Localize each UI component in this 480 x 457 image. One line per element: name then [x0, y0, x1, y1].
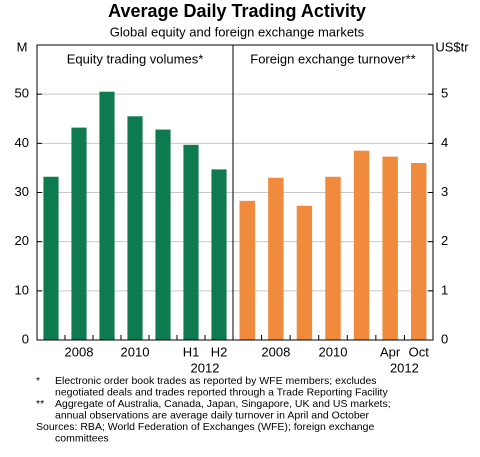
bar — [43, 176, 59, 340]
plot-frame — [36, 44, 434, 341]
y-tick-label: 20 — [15, 233, 29, 248]
chart-subtitle: Global equity and foreign exchange marke… — [110, 24, 365, 39]
bar — [325, 176, 341, 340]
bar — [268, 177, 284, 340]
x-tick-label: 2010 — [319, 344, 348, 359]
x-tick-label: Apr — [380, 344, 401, 359]
panel-title: Foreign exchange turnover** — [250, 51, 416, 66]
x-tick-label: H1 — [183, 344, 200, 359]
y-tick-label: 30 — [15, 184, 29, 199]
bar — [155, 129, 171, 340]
y-tick-label: 0 — [441, 331, 448, 346]
bar — [127, 116, 143, 341]
note-text: annual observations are average daily tu… — [55, 409, 370, 421]
y-tick-label: 2 — [441, 233, 448, 248]
sources: committees — [55, 432, 109, 444]
chart-title: Average Daily Trading Activity — [108, 1, 366, 21]
y-tick-label: 50 — [15, 86, 29, 101]
panel-title: Equity trading volumes* — [67, 51, 204, 66]
note-text: Electronic order book trades as reported… — [55, 375, 377, 387]
bar — [239, 200, 255, 340]
y-tick-label: 5 — [441, 86, 448, 101]
note-text: Aggregate of Australia, Canada, Japan, S… — [55, 398, 391, 410]
x-tick-label: 2008 — [65, 344, 94, 359]
bar — [382, 156, 398, 340]
x-tick-label: H2 — [211, 344, 228, 359]
y-tick-label: 3 — [441, 184, 448, 199]
bar — [99, 91, 115, 340]
bar — [296, 205, 313, 340]
note-text: negotiated deals and trades reported thr… — [55, 386, 388, 398]
y-axis-label: US$tr — [435, 39, 469, 54]
y-tick-label: 1 — [441, 282, 448, 297]
bar — [211, 169, 227, 340]
note-marker: * — [36, 375, 40, 387]
x-tick-label: 2008 — [261, 344, 290, 359]
y-tick-label: 4 — [441, 135, 448, 150]
bar — [71, 127, 87, 340]
bar — [353, 150, 370, 340]
note-marker: ** — [36, 398, 44, 410]
y-tick-label: 0 — [22, 331, 29, 346]
y-tick-label: 10 — [15, 282, 29, 297]
bar — [411, 163, 427, 340]
bar — [183, 144, 199, 340]
x-tick-label: Oct — [409, 344, 430, 359]
y-axis-label: M — [17, 39, 28, 54]
x-tick-label: 2010 — [121, 344, 150, 359]
y-tick-label: 40 — [15, 135, 29, 150]
x-group-label: 2012 — [191, 360, 220, 375]
sources: Sources: RBA; World Federation of Exchan… — [36, 421, 374, 433]
x-group-label: 2012 — [390, 360, 419, 375]
